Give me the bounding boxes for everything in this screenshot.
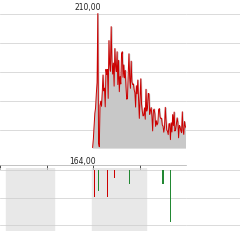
Bar bbox=[98, 170, 99, 191]
Bar bbox=[114, 170, 115, 178]
Bar bbox=[94, 170, 96, 197]
Bar bbox=[170, 170, 171, 222]
Bar bbox=[92, 169, 146, 231]
Bar bbox=[162, 170, 164, 184]
Bar bbox=[94, 170, 95, 195]
Text: 164,00: 164,00 bbox=[69, 156, 96, 165]
Text: 210,00: 210,00 bbox=[74, 3, 101, 12]
Bar bbox=[129, 170, 130, 184]
Bar bbox=[107, 170, 108, 197]
Bar bbox=[6, 169, 54, 231]
